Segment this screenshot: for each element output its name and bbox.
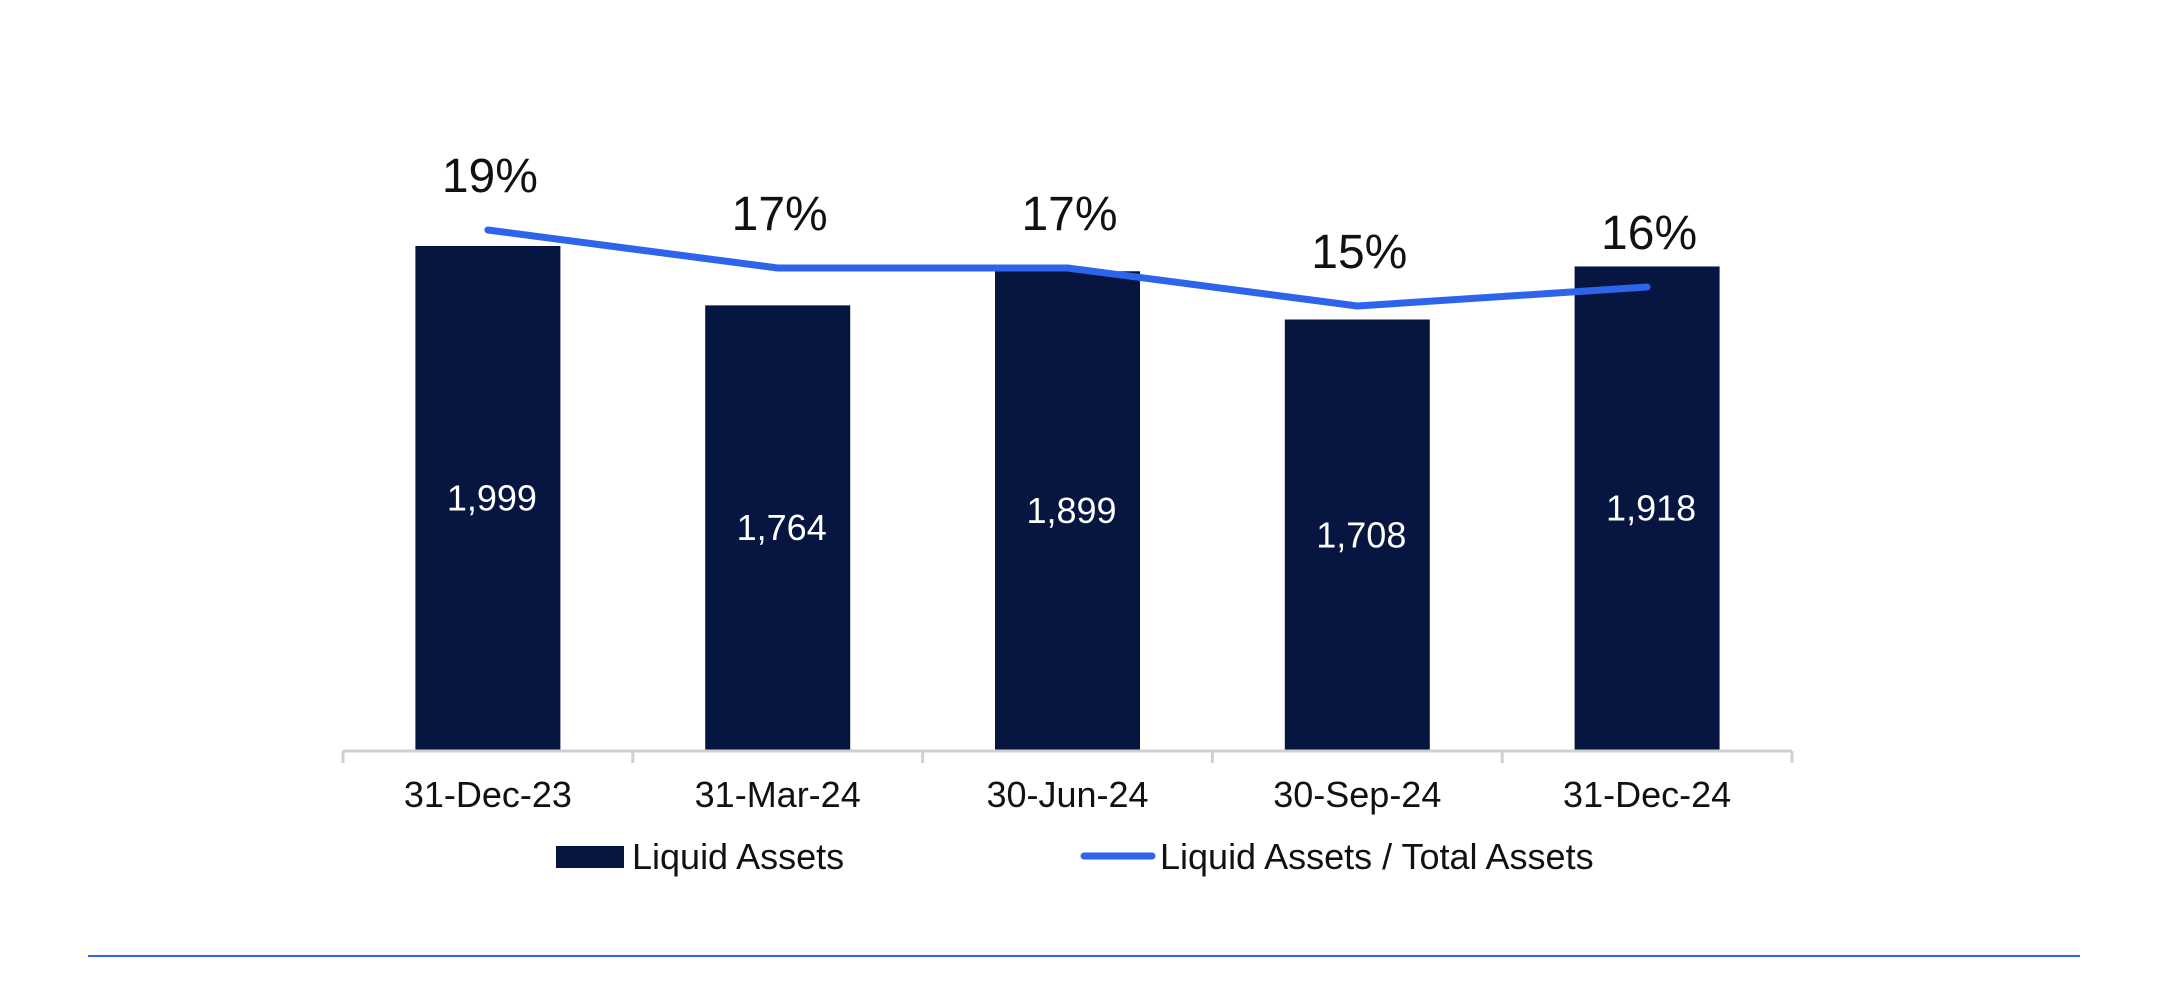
legend-swatch-liquid-assets	[556, 846, 624, 868]
legend-label-ratio: Liquid Assets / Total Assets	[1160, 836, 1594, 877]
x-tick-label: 30-Sep-24	[1273, 774, 1441, 815]
bar-value-label: 1,764	[737, 507, 827, 548]
ratio-value-label: 19%	[442, 150, 538, 203]
x-tick-label: 31-Dec-23	[404, 774, 572, 815]
bar-value-label: 1,899	[1026, 490, 1116, 531]
bar-value-label: 1,708	[1316, 514, 1406, 555]
bar-value-label: 1,918	[1606, 488, 1696, 529]
x-tick-label: 31-Dec-24	[1563, 774, 1731, 815]
bar-liquid-assets	[415, 246, 561, 751]
ratio-line-layer	[484, 226, 1651, 310]
ratio-value-label: 16%	[1601, 207, 1697, 260]
bar-liquid-assets	[995, 271, 1140, 751]
bar-liquid-assets	[1284, 319, 1430, 751]
bar-liquid-assets	[705, 305, 851, 751]
bar-liquid-assets	[1574, 266, 1720, 751]
bar-value-label: 1,999	[447, 478, 537, 519]
legend: Liquid Assets Liquid Assets / Total Asse…	[556, 836, 1594, 877]
ratio-value-label: 15%	[1311, 226, 1407, 279]
x-tick-label: 31-Mar-24	[695, 774, 861, 815]
ratio-value-label: 17%	[1021, 188, 1117, 241]
bars-layer	[415, 246, 1720, 751]
legend-label-liquid-assets: Liquid Assets	[632, 836, 844, 877]
x-axis	[341, 749, 1794, 763]
x-tick-label: 30-Jun-24	[986, 774, 1148, 815]
labels-layer: 1,999 31-Dec-23 19% 1,764 31-Mar-24 17% 1,899 3…	[404, 150, 1731, 815]
ratio-value-label: 17%	[732, 188, 828, 241]
